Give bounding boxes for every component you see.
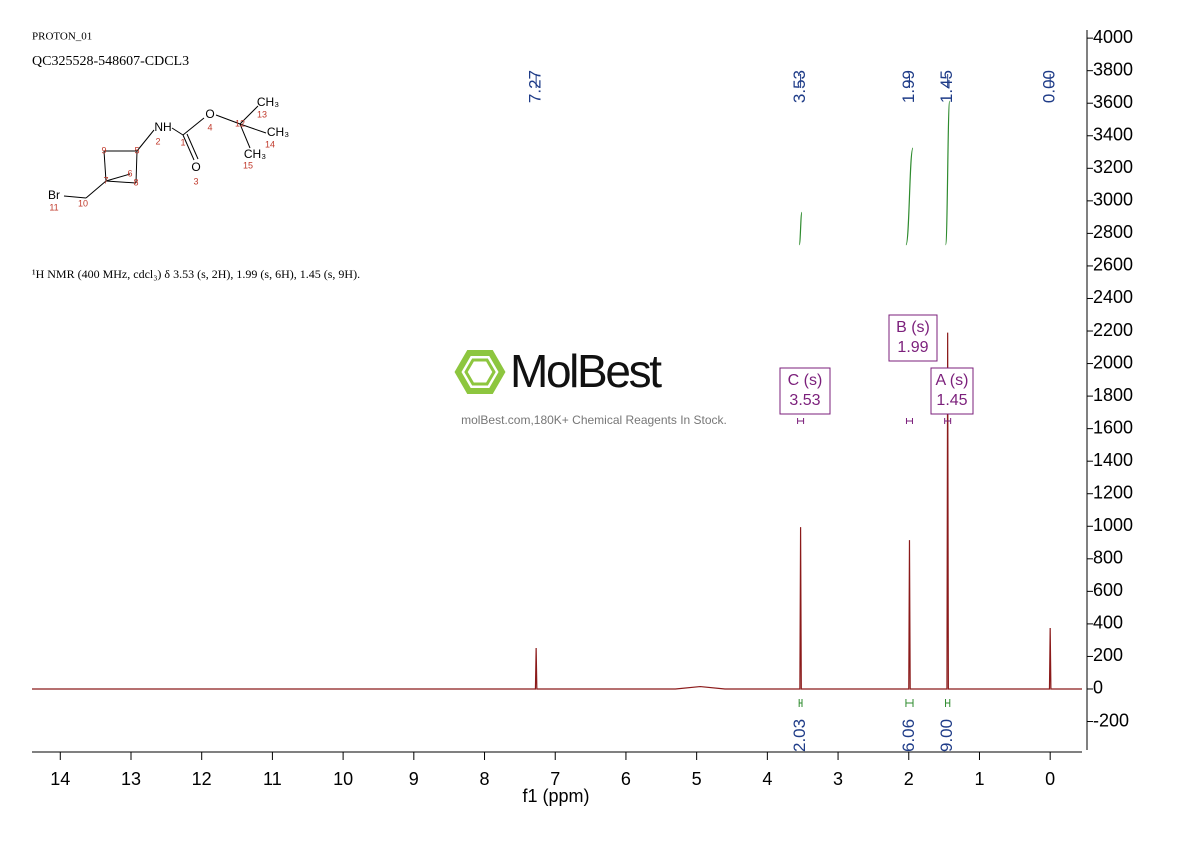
multiplet-shift: 1.45 <box>936 392 967 409</box>
integral-bracket <box>905 699 914 707</box>
atom-label: NH <box>154 120 171 134</box>
atom-number: 5 <box>134 145 139 155</box>
integral-bracket <box>945 699 951 707</box>
x-tick-label: 7 <box>550 769 560 789</box>
x-tick-label: 2 <box>904 769 914 789</box>
multiplet-marker <box>905 418 913 424</box>
x-tick-label: 4 <box>762 769 772 789</box>
peak-label: 3.53 <box>790 70 809 103</box>
peak-label: 7.27 <box>526 70 545 103</box>
bonds <box>63 105 267 199</box>
atom-number: 4 <box>207 122 212 132</box>
atom-number: 11 <box>49 202 58 212</box>
multiplet-marker <box>944 418 952 424</box>
y-tick-label: -200 <box>1093 710 1129 730</box>
multiplet-box <box>930 367 974 415</box>
multiplet-name: B (s) <box>896 319 930 336</box>
x-tick-label: 6 <box>621 769 631 789</box>
y-tick-label: 800 <box>1093 548 1123 568</box>
atom-label: O <box>205 107 214 121</box>
y-tick-label: 1600 <box>1093 417 1133 437</box>
y-tick-label: 3600 <box>1093 92 1133 112</box>
multiplet-shift: 3.53 <box>789 392 820 409</box>
x-tick-label: 14 <box>50 769 70 789</box>
peak-label: 1.45 <box>937 70 956 103</box>
logo <box>454 350 506 394</box>
atom-number: 15 <box>243 160 253 170</box>
y-tick-label: 2600 <box>1093 255 1133 275</box>
multiplet-box <box>888 314 938 362</box>
spectrum-line <box>32 332 1082 690</box>
y-tick-label: 2800 <box>1093 222 1133 242</box>
atom-number: 10 <box>78 198 88 208</box>
y-tick-label: 200 <box>1093 645 1123 665</box>
y-tick-label: 3800 <box>1093 59 1133 79</box>
brand: MolBest <box>510 345 662 397</box>
multiplet-marker <box>797 418 805 424</box>
atom-label: O <box>191 160 200 174</box>
x-tick-label: 5 <box>692 769 702 789</box>
y-tick-label: 3000 <box>1093 190 1133 210</box>
y-tick-label: 2000 <box>1093 352 1133 372</box>
x-tick-label: 1 <box>974 769 984 789</box>
atom-number: 14 <box>265 139 275 149</box>
peak-label: 0.00 <box>1040 70 1059 103</box>
y-tick-label: 3400 <box>1093 125 1133 145</box>
atom-number: 2 <box>155 136 160 146</box>
x-tick-label: 11 <box>263 769 282 789</box>
x-tick-label: 10 <box>333 769 353 789</box>
nmr-description: ¹H NMR (400 MHz, cdcl₃) δ 3.53 (s, 2H), … <box>32 267 360 281</box>
atom-number: 9 <box>101 145 106 155</box>
x-tick-label: 9 <box>409 769 419 789</box>
atom-label: CH₃ <box>244 147 266 161</box>
integral-bracket <box>798 699 803 707</box>
x-tick-label: 0 <box>1045 769 1055 789</box>
y-tick-label: 2400 <box>1093 287 1133 307</box>
atom-number: 13 <box>257 109 267 119</box>
integral-label: 9.00 <box>937 719 956 752</box>
atom-number: 8 <box>133 177 138 187</box>
x-tick-label: 3 <box>833 769 843 789</box>
multiplet-name: A (s) <box>936 372 969 389</box>
y-tick-label: 3200 <box>1093 157 1133 177</box>
integral-label: 2.03 <box>790 719 809 752</box>
y-tick-label: 1800 <box>1093 385 1133 405</box>
y-tick-label: 0 <box>1093 678 1103 698</box>
atom-number: 3 <box>193 176 198 186</box>
y-tick-label: 600 <box>1093 580 1123 600</box>
y-tick-label: 1400 <box>1093 450 1133 470</box>
multiplet-box <box>779 367 831 415</box>
integral-curve <box>905 147 914 246</box>
y-tick-label: 1000 <box>1093 515 1133 535</box>
sample-id: QC325528-548607-CDCL3 <box>32 54 189 69</box>
atom-number: 6 <box>127 168 132 178</box>
y-tick-label: 4000 <box>1093 27 1133 47</box>
y-tick-label: 2200 <box>1093 320 1133 340</box>
atom-label: CH₃ <box>257 95 279 109</box>
x-tick-label: 8 <box>480 769 490 789</box>
tagline: molBest.com,180K+ Chemical Reagents In S… <box>461 413 727 427</box>
experiment: PROTON_01 <box>32 31 92 43</box>
multiplet-name: C (s) <box>788 372 823 389</box>
atom-number: 1 <box>180 137 185 147</box>
integral-curve <box>798 211 803 246</box>
integral-label: 6.06 <box>899 719 918 752</box>
integral-curve <box>944 100 951 246</box>
x-tick-label: 13 <box>121 769 141 789</box>
y-tick-label: 400 <box>1093 613 1123 633</box>
y-tick-label: 1200 <box>1093 482 1133 502</box>
peak-label: 1.99 <box>899 70 918 103</box>
atom-label: CH₃ <box>267 125 289 139</box>
x-axis-label: f1 (ppm) <box>522 786 589 806</box>
atom-number: 7 <box>103 175 108 185</box>
atom-label: Br <box>48 188 60 202</box>
atom-number: 12 <box>235 118 245 128</box>
x-tick-label: 12 <box>192 769 212 789</box>
multiplet-shift: 1.99 <box>897 339 928 356</box>
